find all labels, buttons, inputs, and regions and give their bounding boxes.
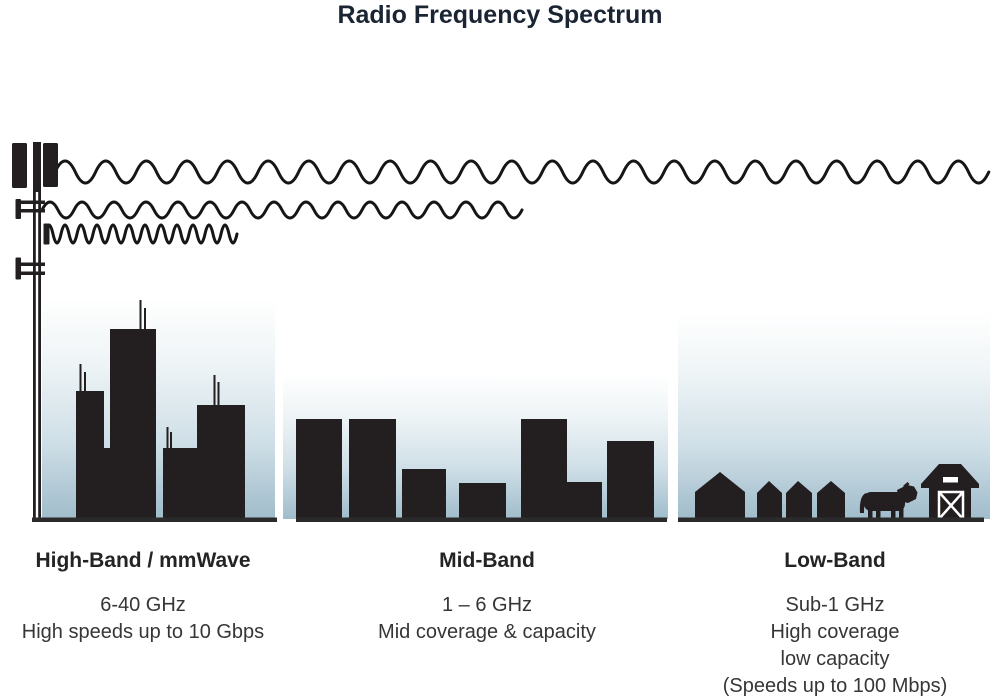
barn-icon <box>921 464 979 521</box>
skyscraper <box>76 391 104 520</box>
midrise-building <box>607 441 654 520</box>
tower-mast-left-pole <box>33 150 36 519</box>
tower-crossbar <box>17 200 45 204</box>
midrise-building <box>296 419 342 520</box>
mid-band-frequency: 1 – 6 GHz <box>441 594 533 616</box>
cow-horn <box>903 482 910 488</box>
cow-udder <box>884 505 892 511</box>
mid-band-title: Mid-Band <box>439 549 535 572</box>
high-band-short-wavelength-wave-icon <box>43 223 239 245</box>
cow-leg <box>891 505 896 520</box>
tower-small-panel <box>15 257 21 280</box>
cell-tower-icon <box>12 142 58 519</box>
low-band-title: Low-Band <box>784 549 886 572</box>
midrise-building <box>402 469 446 520</box>
mid-band-medium-wavelength-wave-icon <box>40 200 524 220</box>
tower-small-panel <box>15 199 21 219</box>
tower-small-panel <box>43 223 50 245</box>
mid-band-label-block: Mid-Band 1 – 6 GHz Mid coverage & capaci… <box>340 549 634 646</box>
house-icon <box>817 481 845 520</box>
page-title: Radio Frequency Spectrum <box>337 1 663 29</box>
tower-mast-right-pole <box>38 150 41 519</box>
house-icon <box>786 481 812 520</box>
low-band-label-block: Low-Band Sub-1 GHz High coverage low cap… <box>688 549 982 700</box>
skyscraper <box>110 329 156 520</box>
rural-scene <box>695 464 979 521</box>
tower-antenna-panel-left <box>12 143 27 188</box>
low-band-ground-line <box>678 517 984 522</box>
spectrum-illustration <box>12 142 991 522</box>
high-band-ground-line <box>32 517 277 522</box>
cow-icon <box>859 482 918 520</box>
low-building <box>163 448 197 520</box>
midrise-building <box>349 419 396 520</box>
midrise-building-skyline-icon <box>296 419 654 520</box>
cow-leg <box>868 505 873 520</box>
barn-roof <box>921 464 979 488</box>
rooftop-antennas <box>79 300 220 449</box>
high-band-frequency: 6-40 GHz <box>100 594 186 616</box>
low-band-description: (Speeds up to 100 Mbps) <box>722 675 948 697</box>
low-band-description: low capacity <box>780 648 890 670</box>
high-band-title: High-Band / mmWave <box>35 549 251 572</box>
low-band-frequency: Sub-1 GHz <box>785 594 885 616</box>
midrise-building <box>566 482 602 520</box>
mid-band-description: Mid coverage & capacity <box>378 621 596 643</box>
low-band-description: High coverage <box>770 621 900 643</box>
high-band-description: High speeds up to 10 Gbps <box>21 621 265 643</box>
house-icon <box>757 481 782 520</box>
cow-leg <box>876 505 881 520</box>
tower-crossbar <box>17 271 45 275</box>
tower-mast-top <box>33 142 41 192</box>
mid-band-ground-line <box>296 517 667 522</box>
midrise-building <box>521 419 567 520</box>
high-band-label-block: High-Band / mmWave 6-40 GHz High speeds … <box>0 549 286 646</box>
midrise-building <box>459 483 506 520</box>
low-band-long-wavelength-wave-icon <box>53 159 991 185</box>
tower-crossbar <box>17 209 45 213</box>
house-icon <box>695 472 745 520</box>
cow-head <box>897 485 918 503</box>
cow-leg <box>899 505 904 520</box>
skyscraper <box>197 405 245 520</box>
tower-crossbar <box>17 262 45 266</box>
barn-vent-slit <box>943 477 958 483</box>
skyscraper-skyline-icon <box>76 300 245 520</box>
tower-antenna-panel-right <box>43 143 58 187</box>
